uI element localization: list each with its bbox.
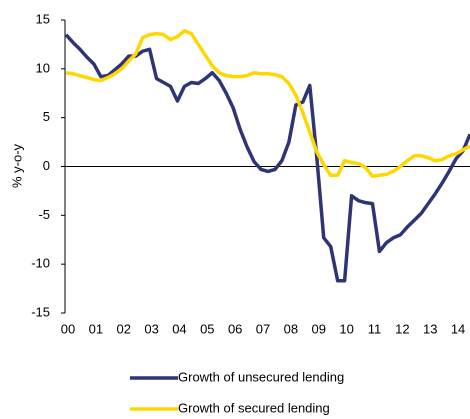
y-tick-label: 15 [36,11,50,26]
y-tick-label: -5 [38,207,50,222]
y-tick-label: 10 [36,60,50,75]
x-tick-label: 13 [423,321,437,336]
series-line [65,28,470,179]
x-tick-label: 14 [451,321,465,336]
x-tick-label: 00 [61,321,75,336]
legend-label: Growth of unsecured lending [178,369,344,384]
x-tick-label: 05 [200,321,214,336]
y-tick-label: -10 [31,256,50,271]
legend-label: Growth of secured lending [178,400,330,415]
x-tick-label: 11 [368,321,382,336]
x-tick-label: 08 [284,321,298,336]
x-tick-label: 03 [144,321,158,336]
y-tick-label: -15 [31,304,50,319]
y-axis-label: % y-o-y [9,143,24,188]
x-tick-label: 09 [312,321,326,336]
x-tick-label: 07 [256,321,270,336]
x-tick-label: 02 [116,321,130,336]
x-tick-label: 04 [172,321,186,336]
y-tick-label: 5 [43,109,50,124]
x-tick-label: 12 [395,321,409,336]
y-tick-label: 0 [43,158,50,173]
x-tick-label: 06 [228,321,242,336]
x-tick-label: 10 [339,321,353,336]
x-tick-label: 01 [89,321,103,336]
